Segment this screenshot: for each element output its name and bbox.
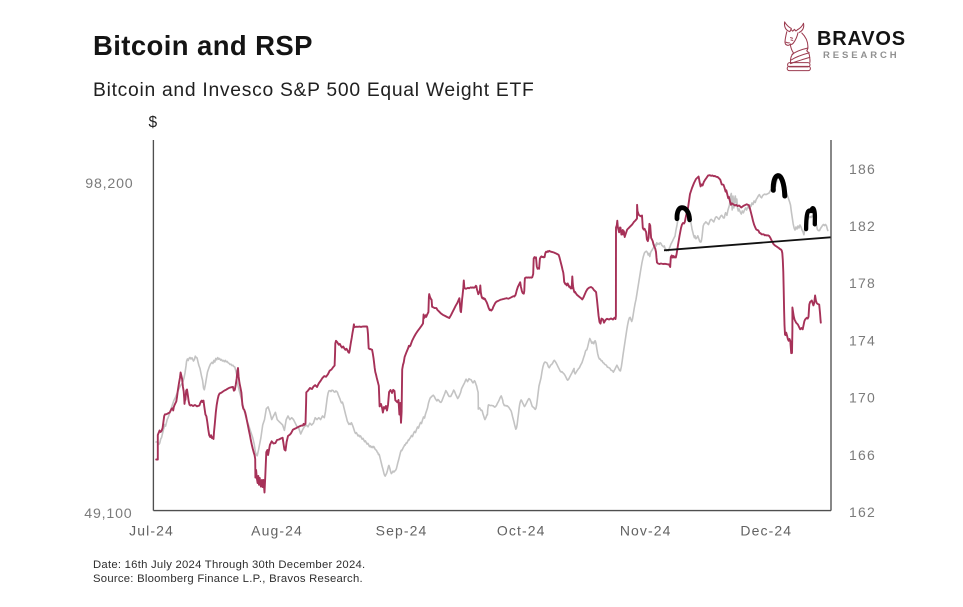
svg-text:170: 170 [849, 390, 876, 406]
svg-text:Sep-24: Sep-24 [376, 523, 428, 539]
svg-text:186: 186 [849, 161, 876, 177]
svg-text:98,200: 98,200 [85, 176, 133, 192]
svg-text:182: 182 [849, 218, 876, 234]
svg-text:166: 166 [849, 447, 876, 463]
svg-text:Jul-24: Jul-24 [129, 523, 174, 539]
svg-text:162: 162 [849, 504, 876, 520]
svg-text:Aug-24: Aug-24 [251, 523, 303, 539]
svg-text:$: $ [149, 114, 158, 131]
svg-text:49,100: 49,100 [84, 506, 132, 522]
svg-text:174: 174 [849, 332, 876, 348]
svg-text:Dec-24: Dec-24 [740, 523, 792, 539]
svg-text:178: 178 [849, 275, 876, 291]
svg-text:Oct-24: Oct-24 [497, 523, 546, 539]
svg-text:Nov-24: Nov-24 [620, 523, 672, 539]
